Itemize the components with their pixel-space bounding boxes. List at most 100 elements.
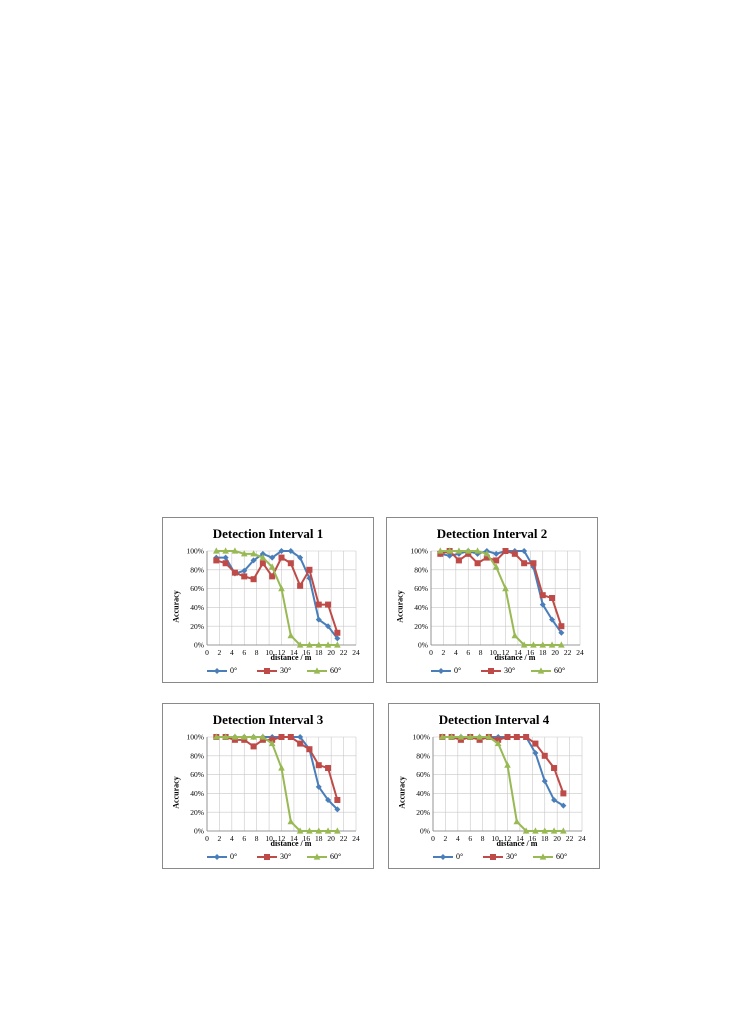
data-point <box>250 743 257 750</box>
x-tick-label: 16 <box>303 834 311 843</box>
data-point <box>306 827 313 834</box>
data-point <box>296 827 304 834</box>
data-point <box>325 601 332 608</box>
x-tick-label: 18 <box>315 648 323 657</box>
x-tick-label: 18 <box>541 834 549 843</box>
y-tick-label: 80% <box>190 751 204 760</box>
x-tick-label: 8 <box>481 834 485 843</box>
legend-marker <box>440 854 446 860</box>
data-point <box>474 560 481 567</box>
x-tick-label: 4 <box>456 834 460 843</box>
x-tick-label: 14 <box>514 648 522 657</box>
x-tick-label: 24 <box>352 834 360 843</box>
data-point <box>558 629 565 636</box>
series-line-1 <box>442 735 565 794</box>
data-point <box>297 734 304 740</box>
data-point <box>466 733 474 740</box>
x-tick-label: 24 <box>576 648 584 657</box>
data-point <box>334 641 341 648</box>
data-point <box>287 548 294 554</box>
data-point <box>532 740 539 747</box>
data-point <box>457 733 465 740</box>
data-point <box>241 567 248 574</box>
data-point <box>213 547 220 554</box>
data-point <box>504 761 511 768</box>
data-point <box>240 733 248 740</box>
x-tick-label: 14 <box>290 834 298 843</box>
y-tick-label: 20% <box>190 808 204 817</box>
legend-marker <box>214 668 220 674</box>
y-tick-label: 80% <box>414 565 428 574</box>
data-point <box>549 616 556 623</box>
data-point <box>241 573 248 580</box>
data-point <box>494 739 502 747</box>
data-point <box>325 765 332 772</box>
data-point <box>530 641 537 648</box>
data-point <box>250 550 257 557</box>
y-axis-label: Accuracy <box>395 590 405 623</box>
data-point <box>474 547 481 554</box>
x-tick-label: 12 <box>278 648 286 657</box>
data-point <box>530 560 537 567</box>
data-point <box>269 554 276 561</box>
data-point <box>532 827 539 834</box>
chart-panel-interval-4: Detection Interval 4 0 2 4 6 8 10 12 14 16 18 20 22… <box>388 703 600 869</box>
data-point <box>325 623 332 630</box>
data-point <box>532 749 539 756</box>
legend-marker <box>438 668 444 674</box>
series-line-0 <box>216 736 339 811</box>
y-tick-label: 60% <box>414 584 428 593</box>
data-point <box>539 601 546 608</box>
x-tick-label: 10 <box>489 648 497 657</box>
x-tick-label: 20 <box>327 834 335 843</box>
data-point <box>269 736 276 743</box>
x-tick-label: 20 <box>551 648 559 657</box>
legend-swatch-square <box>483 854 503 860</box>
data-point <box>306 566 313 573</box>
plot-area: 0 2 4 6 8 10 12 14 16 18 20 22 240%20%40%60%80%100% <box>187 547 361 657</box>
data-point <box>324 641 332 648</box>
legend: 0° 30° 60° <box>207 665 357 677</box>
data-point <box>222 554 229 561</box>
plot-area: 0 2 4 6 8 10 12 14 16 18 20 22 240%20%40%60%80%100% <box>413 733 587 843</box>
y-tick-label: 80% <box>416 751 430 760</box>
chart-panel-interval-2: Detection Interval 2 0 2 4 6 8 10 12 14 16 18 20 22… <box>386 517 598 683</box>
chart-title: Detection Interval 4 <box>438 712 550 727</box>
x-tick-label: 14 <box>516 834 524 843</box>
legend-label: 0° <box>230 852 238 861</box>
y-tick-label: 40% <box>190 603 204 612</box>
data-point <box>495 736 502 743</box>
data-point <box>455 547 463 554</box>
data-point <box>551 765 558 772</box>
legend-marker <box>313 667 321 674</box>
data-point <box>287 818 295 825</box>
data-point <box>213 557 220 564</box>
legend-label: 60° <box>330 666 342 675</box>
x-tick-label: 0 <box>205 834 209 843</box>
data-point <box>306 746 313 753</box>
data-point <box>539 641 547 648</box>
data-point <box>504 734 511 740</box>
legend-marker <box>264 668 270 674</box>
data-point <box>325 796 332 803</box>
legend-label: 30° <box>504 666 516 675</box>
data-point <box>437 547 444 554</box>
legend-label: 30° <box>280 852 292 861</box>
data-point <box>551 796 558 803</box>
x-tick-label: 6 <box>466 648 470 657</box>
data-point <box>511 632 519 639</box>
data-point <box>268 563 276 570</box>
data-point <box>278 554 285 561</box>
data-point <box>493 557 500 564</box>
y-tick-label: 100% <box>411 547 429 556</box>
data-point <box>222 733 229 740</box>
y-tick-label: 60% <box>190 770 204 779</box>
y-tick-label: 20% <box>416 808 430 817</box>
data-point <box>315 641 323 648</box>
data-point <box>241 736 248 743</box>
y-tick-label: 100% <box>413 733 431 742</box>
y-tick-label: 100% <box>187 547 205 556</box>
x-tick-label: 6 <box>242 834 246 843</box>
x-tick-label: 4 <box>230 648 234 657</box>
data-point <box>334 806 341 813</box>
